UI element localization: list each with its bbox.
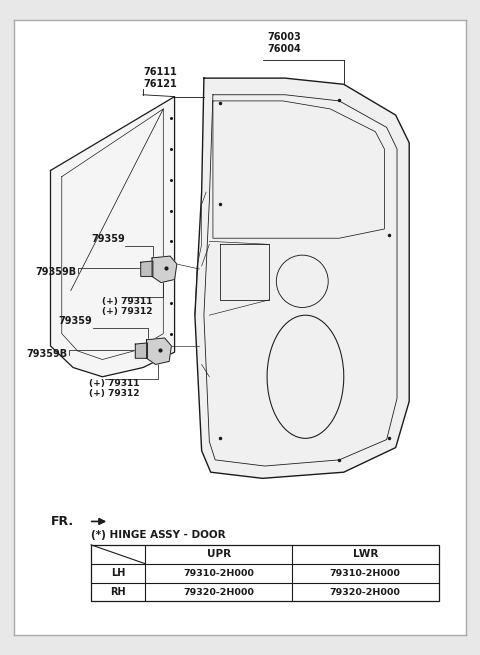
Polygon shape — [146, 338, 171, 364]
Text: (+) 79311
(+) 79312: (+) 79311 (+) 79312 — [102, 297, 153, 316]
Polygon shape — [195, 78, 409, 478]
Text: RH: RH — [110, 587, 126, 597]
Text: UPR: UPR — [206, 550, 230, 559]
Text: 76003
76004: 76003 76004 — [267, 32, 301, 54]
Polygon shape — [135, 343, 147, 358]
Text: 79310-2H000: 79310-2H000 — [183, 569, 254, 578]
Polygon shape — [152, 256, 177, 282]
Text: 79310-2H000: 79310-2H000 — [330, 569, 401, 578]
Text: LWR: LWR — [352, 550, 378, 559]
Text: 79359B: 79359B — [26, 349, 68, 359]
Text: LH: LH — [111, 568, 125, 578]
Text: (+) 79311
(+) 79312: (+) 79311 (+) 79312 — [89, 379, 139, 398]
Text: 79359: 79359 — [59, 316, 93, 326]
Polygon shape — [50, 96, 175, 377]
Text: 79320-2H000: 79320-2H000 — [330, 588, 401, 597]
Text: FR.: FR. — [50, 515, 73, 528]
Polygon shape — [141, 261, 153, 276]
Text: 79320-2H000: 79320-2H000 — [183, 588, 254, 597]
Text: (*) HINGE ASSY - DOOR: (*) HINGE ASSY - DOOR — [91, 530, 226, 540]
Text: 79359B: 79359B — [36, 267, 77, 277]
Text: 79359: 79359 — [91, 234, 125, 244]
Text: 76111
76121: 76111 76121 — [143, 67, 177, 88]
Bar — [91, 545, 439, 601]
